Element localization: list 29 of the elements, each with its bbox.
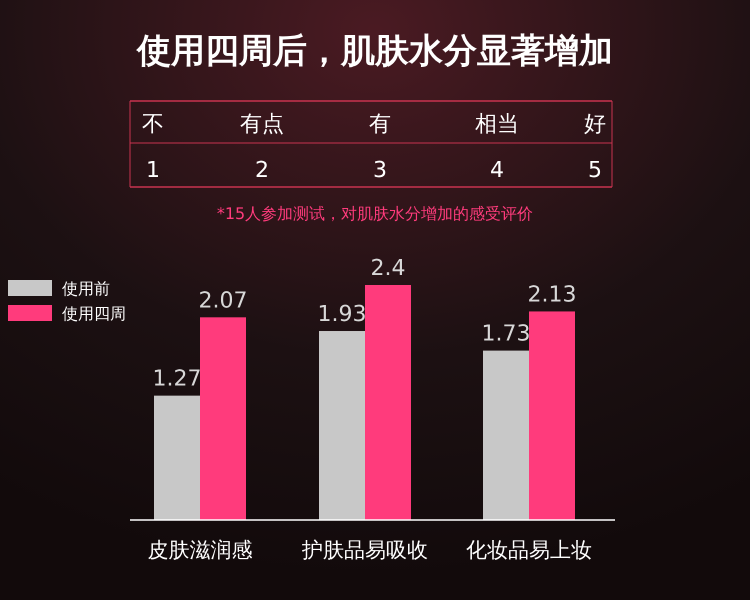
bar bbox=[200, 317, 246, 520]
x-tick-label: 化妆品易上妆 bbox=[466, 538, 592, 562]
data-label: 2.13 bbox=[528, 282, 576, 308]
bar bbox=[365, 285, 411, 520]
text: 不 bbox=[142, 112, 164, 137]
bar bbox=[154, 396, 200, 520]
text: 有点 bbox=[240, 112, 284, 137]
text: *15人参加测试，对肌肤水分增加的感受评价 bbox=[216, 204, 534, 223]
text: 5 bbox=[588, 158, 602, 183]
data-label: 2.4 bbox=[370, 256, 406, 281]
data-label: 1.93 bbox=[318, 302, 366, 328]
text: 相当 bbox=[475, 112, 519, 137]
data-label: 1.27 bbox=[152, 366, 202, 392]
data-label: 2.07 bbox=[198, 288, 248, 314]
text: 1 bbox=[146, 158, 160, 183]
x-tick-label: 护肤品易吸收 bbox=[301, 538, 428, 562]
bar bbox=[483, 350, 529, 520]
text: 有 bbox=[369, 112, 391, 137]
text: 3 bbox=[373, 158, 387, 183]
legend-label: 使用四周 bbox=[62, 304, 126, 323]
chart-title: 使用四周后，肌肤水分显著增加 bbox=[136, 31, 613, 71]
data-label: 1.73 bbox=[482, 322, 530, 347]
x-tick-label: 皮肤滋润感 bbox=[148, 538, 252, 562]
text: 2 bbox=[255, 158, 269, 183]
bar bbox=[319, 331, 365, 520]
bar bbox=[529, 311, 575, 520]
text: 4 bbox=[490, 158, 504, 183]
text: 好 bbox=[584, 112, 606, 137]
legend-label: 使用前 bbox=[62, 279, 110, 298]
